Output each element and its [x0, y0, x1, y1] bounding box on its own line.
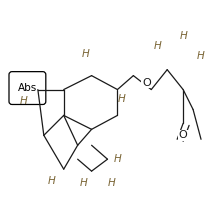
Text: H: H [108, 178, 115, 188]
Text: H: H [179, 31, 187, 41]
Text: Abs: Abs [18, 83, 37, 93]
Text: O: O [142, 78, 151, 88]
Text: H: H [82, 49, 89, 59]
Text: O: O [179, 130, 187, 140]
FancyBboxPatch shape [9, 72, 46, 104]
Text: H: H [48, 176, 56, 186]
Text: H: H [153, 41, 161, 51]
Text: H: H [20, 97, 28, 106]
Text: H: H [197, 51, 205, 61]
Text: H: H [114, 154, 121, 164]
Text: H: H [80, 178, 88, 188]
Text: H: H [118, 95, 125, 104]
